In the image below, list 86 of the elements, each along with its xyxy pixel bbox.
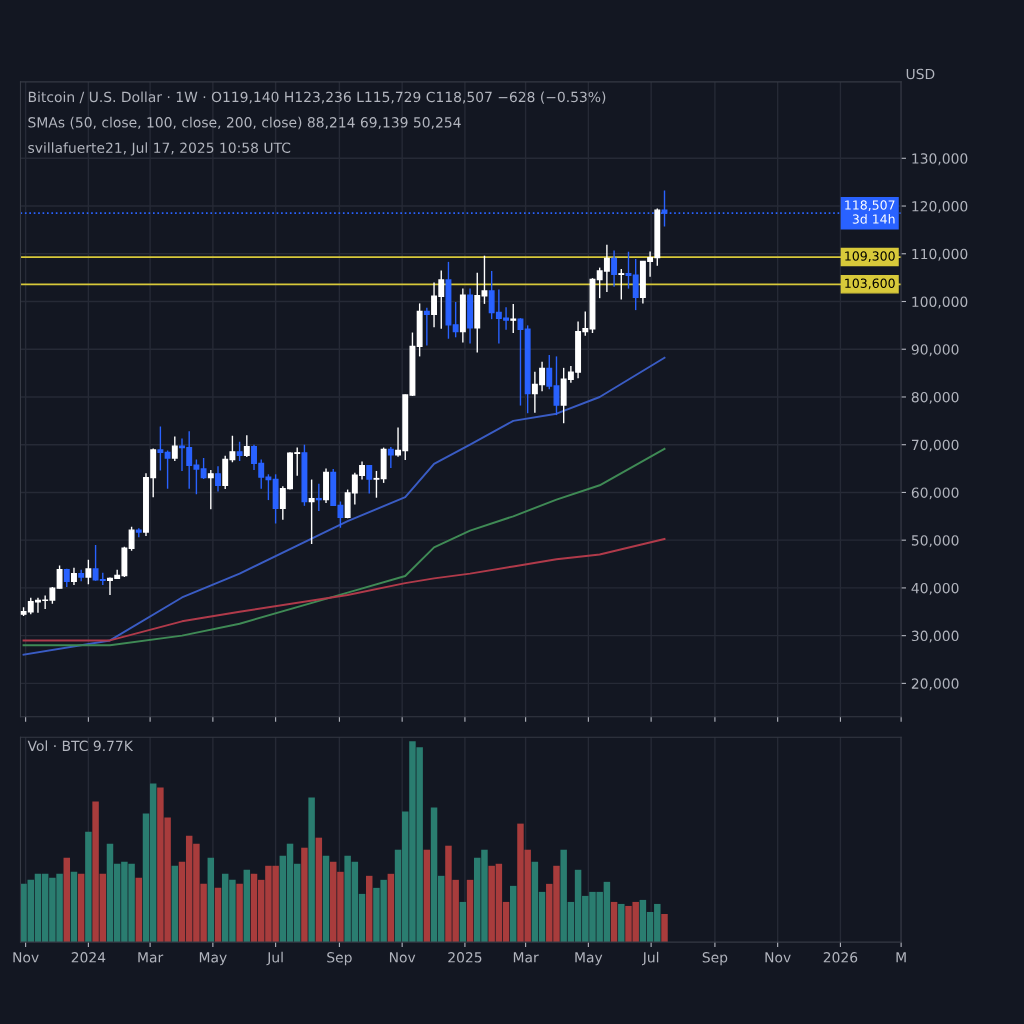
x-tick-label: Sep xyxy=(327,952,352,966)
bar xyxy=(618,903,625,943)
bar xyxy=(236,883,243,943)
bar xyxy=(661,913,668,943)
x-tick-label: Sep xyxy=(702,952,728,966)
candlestick xyxy=(452,301,459,338)
line-series xyxy=(22,447,666,647)
x-tick-label: May xyxy=(575,952,603,966)
bar xyxy=(366,875,373,943)
candlestick xyxy=(200,457,207,480)
candlestick xyxy=(373,470,380,499)
text: Bitcoin / U.S. Dollar · 1W · O119,140 H123,236 L115,729 C118,507 −628 (−0.53%) xyxy=(28,91,606,104)
bar xyxy=(459,901,467,943)
x-tick-label: Jul xyxy=(266,951,283,966)
bar xyxy=(70,871,78,943)
candlestick xyxy=(510,303,517,334)
candlestick xyxy=(207,469,214,510)
candlestick xyxy=(128,526,135,552)
x-tick-label: Mar xyxy=(138,952,164,963)
candlestick xyxy=(164,449,171,490)
bar xyxy=(301,847,308,943)
x-tick-label: 2025 xyxy=(448,952,482,963)
candlestick xyxy=(625,251,632,290)
y-tick-label: 20,000 xyxy=(911,678,959,691)
bar xyxy=(243,869,251,943)
bar xyxy=(510,885,517,943)
bar xyxy=(171,865,179,943)
candlestick xyxy=(517,317,524,407)
candlestick xyxy=(236,441,243,462)
candlestick xyxy=(215,465,221,493)
bar xyxy=(77,873,85,943)
x-tick-label: Nov xyxy=(389,952,416,963)
bar xyxy=(308,797,315,943)
x-tick-label: M xyxy=(896,952,906,963)
y-tick-label: 110,000 xyxy=(912,248,968,261)
candlestick xyxy=(611,249,618,288)
candlestick xyxy=(85,559,92,586)
bar xyxy=(135,877,143,943)
y-tick-label: 130,000 xyxy=(912,153,968,166)
x-tick-label: Jul xyxy=(642,951,659,966)
candlestick xyxy=(315,483,322,512)
candlestick xyxy=(632,258,639,311)
annotation: svillafuerte21, Jul 17, 2025 10:58 UTC xyxy=(28,142,291,156)
bar xyxy=(207,857,215,943)
candlestick xyxy=(366,465,373,495)
candlestick xyxy=(308,478,315,545)
x-tick-label: Mar xyxy=(513,952,539,963)
x-tick-label: Nov xyxy=(13,952,39,963)
annotation: Vol · BTC 9.77K xyxy=(27,740,134,752)
candlestick xyxy=(387,446,394,469)
candlestick xyxy=(56,564,63,590)
candlestick xyxy=(171,435,178,462)
x-tick-label: May xyxy=(199,952,227,966)
bar xyxy=(63,857,71,943)
bar xyxy=(610,901,618,943)
x-tick-label: 2026 xyxy=(823,952,858,963)
y-tick-label: 50,000 xyxy=(911,535,959,548)
y-tick-label: 100,000 xyxy=(912,296,968,309)
y-axis-title: USD xyxy=(906,68,935,80)
x-tick-label: 2024 xyxy=(71,952,106,963)
line-series xyxy=(22,538,666,642)
candlestick xyxy=(423,307,430,347)
line-series xyxy=(22,356,666,656)
bar xyxy=(423,849,431,943)
candlestick xyxy=(618,268,625,301)
y-tick-label: 70,000 xyxy=(911,439,959,452)
y-tick-label: 120,000 xyxy=(912,201,968,213)
y-tick-label: 30,000 xyxy=(911,630,959,643)
y-tick-label: 90,000 xyxy=(911,344,959,357)
annotation: SMAs (50, close, 100, close, 200, close) 88,214 69,139 50,254 xyxy=(28,116,461,130)
candlestick xyxy=(243,434,250,458)
y-tick-label: 80,000 xyxy=(911,391,959,404)
ref-line-label: 103,600 xyxy=(845,278,895,290)
y-tick-label: 40,000 xyxy=(911,582,959,595)
bar xyxy=(315,837,323,943)
bar xyxy=(322,855,330,943)
x-tick-label: Nov xyxy=(765,952,791,963)
bar xyxy=(85,831,92,943)
y-tick-label: 60,000 xyxy=(911,487,959,500)
ref-line-label: 109,300 xyxy=(845,251,895,263)
candlestick xyxy=(546,354,553,391)
bar xyxy=(466,879,474,943)
bar xyxy=(387,873,395,943)
bar xyxy=(214,887,222,943)
ref-line-label: 118,507 3d 14h xyxy=(845,200,895,224)
candlestick xyxy=(157,425,164,472)
